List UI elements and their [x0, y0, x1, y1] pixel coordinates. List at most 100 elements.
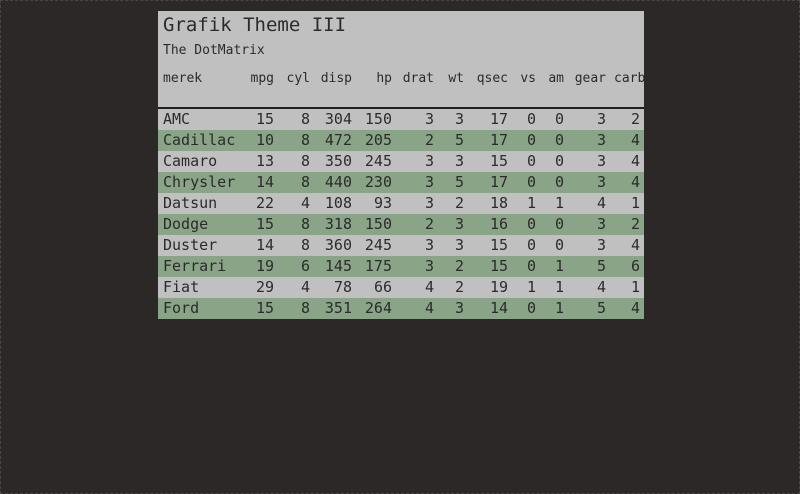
table-cell: 0: [512, 172, 540, 193]
table-cell: 1: [554, 278, 564, 296]
table-cell: 5: [438, 172, 468, 193]
car-brand-cell: AMC: [163, 110, 191, 128]
table-cell: 145: [314, 256, 356, 277]
table-cell: 0: [526, 110, 536, 128]
table-cell: 3: [454, 152, 464, 170]
column-header: hp: [356, 71, 396, 109]
table-cell: 3: [454, 236, 464, 254]
table-cell: 5: [568, 298, 610, 319]
table-cell: 0: [526, 236, 536, 254]
table-cell: 3: [438, 298, 468, 319]
table-cell: 4: [610, 130, 644, 151]
table-cell: 13: [255, 152, 274, 170]
table-cell: 4: [610, 298, 644, 319]
column-header: wt: [438, 71, 468, 109]
table-cell: 1: [630, 278, 640, 296]
table-cell: 304: [324, 110, 352, 128]
table-cell: 3: [454, 110, 464, 128]
table-row: Dodge 15 8 318 150 2 3 16 0 0 3 2: [158, 214, 644, 235]
table-cell: 18: [489, 194, 508, 212]
table-cell: 0: [512, 256, 540, 277]
table-cell: 0: [540, 130, 568, 151]
table-cell: 264: [356, 298, 396, 319]
table-cell: 2: [454, 194, 464, 212]
table-cell: 175: [356, 256, 396, 277]
column-header: carb: [610, 71, 645, 109]
car-brand-cell: Datsun: [163, 194, 218, 212]
table-cell: 8: [278, 298, 314, 319]
table-cell: 14: [468, 298, 512, 319]
table-cell: 15: [242, 298, 278, 319]
table-cell: 22: [255, 194, 274, 212]
column-header: drat: [396, 71, 438, 109]
table-cell: 8: [300, 236, 310, 254]
table-cell: 3: [568, 214, 610, 235]
table-cell: 14: [255, 236, 274, 254]
table-cell: 3: [596, 236, 606, 254]
table-cell: 14: [242, 172, 278, 193]
table-row: Cadillac 10 8 472 205 2 5 17 0 0 3 4: [158, 130, 644, 151]
column-header: mpg: [242, 71, 278, 109]
table-card: Grafik Theme III The DotMatrix merek mpg…: [158, 11, 645, 319]
table-cell: 0: [554, 152, 564, 170]
table-cell: 2: [454, 278, 464, 296]
table-cell: 1: [554, 194, 564, 212]
table-cell: 0: [512, 214, 540, 235]
table-cell: 0: [512, 298, 540, 319]
table-cell: 230: [356, 172, 396, 193]
table-cell: 440: [314, 172, 356, 193]
table-cell: 4: [610, 172, 644, 193]
table-cell: 4: [630, 152, 640, 170]
table-cell: 15: [489, 236, 508, 254]
table-cell: 2: [396, 130, 438, 151]
column-header: vs: [512, 71, 540, 109]
table-row: Ferrari 19 6 145 175 3 2 15 0 1 5 6: [158, 256, 644, 277]
column-header: qsec: [468, 71, 512, 109]
table-row: AMC 15 8 304 150 3 3 17 0 0 3 2: [158, 108, 644, 130]
table-cell: 2: [610, 214, 644, 235]
table-cell: 350: [324, 152, 352, 170]
table-cell: 29: [255, 278, 274, 296]
table-cell: 3: [396, 172, 438, 193]
table-cell: 19: [242, 256, 278, 277]
table-cell: 3: [596, 110, 606, 128]
table-cell: 351: [314, 298, 356, 319]
table-cell: 17: [468, 130, 512, 151]
table-cell: 66: [373, 278, 392, 296]
table-cell: 0: [512, 130, 540, 151]
column-header: disp: [314, 71, 356, 109]
table-cell: 108: [324, 194, 352, 212]
table-cell: 472: [314, 130, 356, 151]
column-header: am: [540, 71, 568, 109]
table-cell: 2: [438, 256, 468, 277]
table-cell: 150: [364, 110, 392, 128]
table-cell: 3: [424, 194, 434, 212]
table-cell: 15: [489, 152, 508, 170]
table-cell: 17: [489, 110, 508, 128]
table-cell: 3: [424, 110, 434, 128]
car-brand-cell: Duster: [163, 236, 218, 254]
column-header: merek: [158, 71, 242, 109]
table-cell: 15: [242, 214, 278, 235]
table-cell: 2: [396, 214, 438, 235]
table-cell: 0: [554, 236, 564, 254]
table-cell: 3: [568, 172, 610, 193]
table-cell: 17: [468, 172, 512, 193]
table-cell: 1: [526, 278, 536, 296]
car-brand-cell: Camaro: [163, 152, 218, 170]
table-cell: 1: [540, 256, 568, 277]
table-cell: 4: [424, 278, 434, 296]
car-brand-cell: Ferrari: [158, 256, 242, 277]
table-cell: 150: [356, 214, 396, 235]
table-header-row: merek mpg cyl disp hp drat wt qsec vs am…: [158, 71, 645, 109]
table-cell: 245: [364, 236, 392, 254]
car-brand-cell: Dodge: [158, 214, 242, 235]
table-cell: 0: [540, 172, 568, 193]
table-cell: 19: [489, 278, 508, 296]
table-cell: 3: [424, 152, 434, 170]
table-cell: 3: [396, 256, 438, 277]
table-cell: 93: [373, 194, 392, 212]
table-cell: 3: [438, 214, 468, 235]
table-cell: 4: [596, 194, 606, 212]
car-brand-cell: Chrysler: [158, 172, 242, 193]
